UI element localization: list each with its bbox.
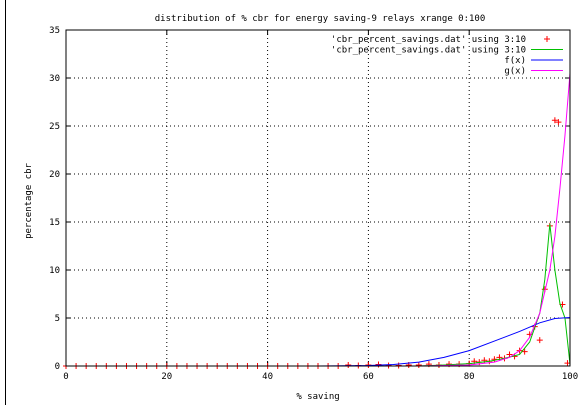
x-tick-label: 80 (464, 372, 475, 382)
y-tick-label: 0 (55, 362, 60, 372)
data-point-marker (521, 348, 528, 355)
y-tick-label: 20 (49, 170, 60, 180)
y-tick-label: 15 (49, 218, 60, 228)
chart-title: distribution of % cbr for energy saving-… (155, 14, 486, 24)
y-axis-label: percentage cbr (24, 162, 34, 238)
legend: 'cbr_percent_savings.dat' using 3:10'cbr… (331, 35, 563, 77)
series-3 (66, 73, 571, 367)
data-point-marker (491, 356, 498, 363)
y-tick-label: 5 (55, 314, 60, 324)
series-line (66, 223, 571, 367)
y-tick-label: 35 (49, 26, 60, 36)
legend-marker (544, 36, 550, 42)
legend-label: f(x) (504, 56, 526, 66)
series-line (66, 73, 571, 367)
data-point-marker (345, 362, 352, 369)
x-tick-label: 20 (161, 372, 172, 382)
legend-label: 'cbr_percent_savings.dat' using 3:10 (331, 46, 526, 56)
series-layer (63, 73, 571, 369)
legend-label: g(x) (504, 67, 526, 77)
grid-lines (66, 30, 570, 366)
x-axis-label: % saving (296, 392, 339, 402)
x-tick-label: 40 (262, 372, 273, 382)
plot-frame (65, 29, 571, 367)
legend-label: 'cbr_percent_savings.dat' using 3:10 (331, 35, 526, 45)
axis-ticks: 0 20 40 60 80 100 0 5 10 15 20 25 30 35 (49, 26, 578, 382)
series-1 (66, 223, 571, 367)
data-point-marker (536, 337, 543, 344)
data-point-marker (551, 117, 558, 124)
y-tick-label: 25 (49, 122, 60, 132)
y-tick-label: 10 (49, 266, 60, 276)
data-point-marker (506, 351, 513, 358)
data-point-marker (415, 362, 422, 369)
x-tick-label: 0 (63, 372, 68, 382)
data-point-marker (555, 119, 562, 126)
series-0 (63, 117, 571, 369)
y-tick-label: 30 (49, 74, 60, 84)
x-tick-label: 100 (562, 372, 578, 382)
x-tick-label: 60 (363, 372, 374, 382)
